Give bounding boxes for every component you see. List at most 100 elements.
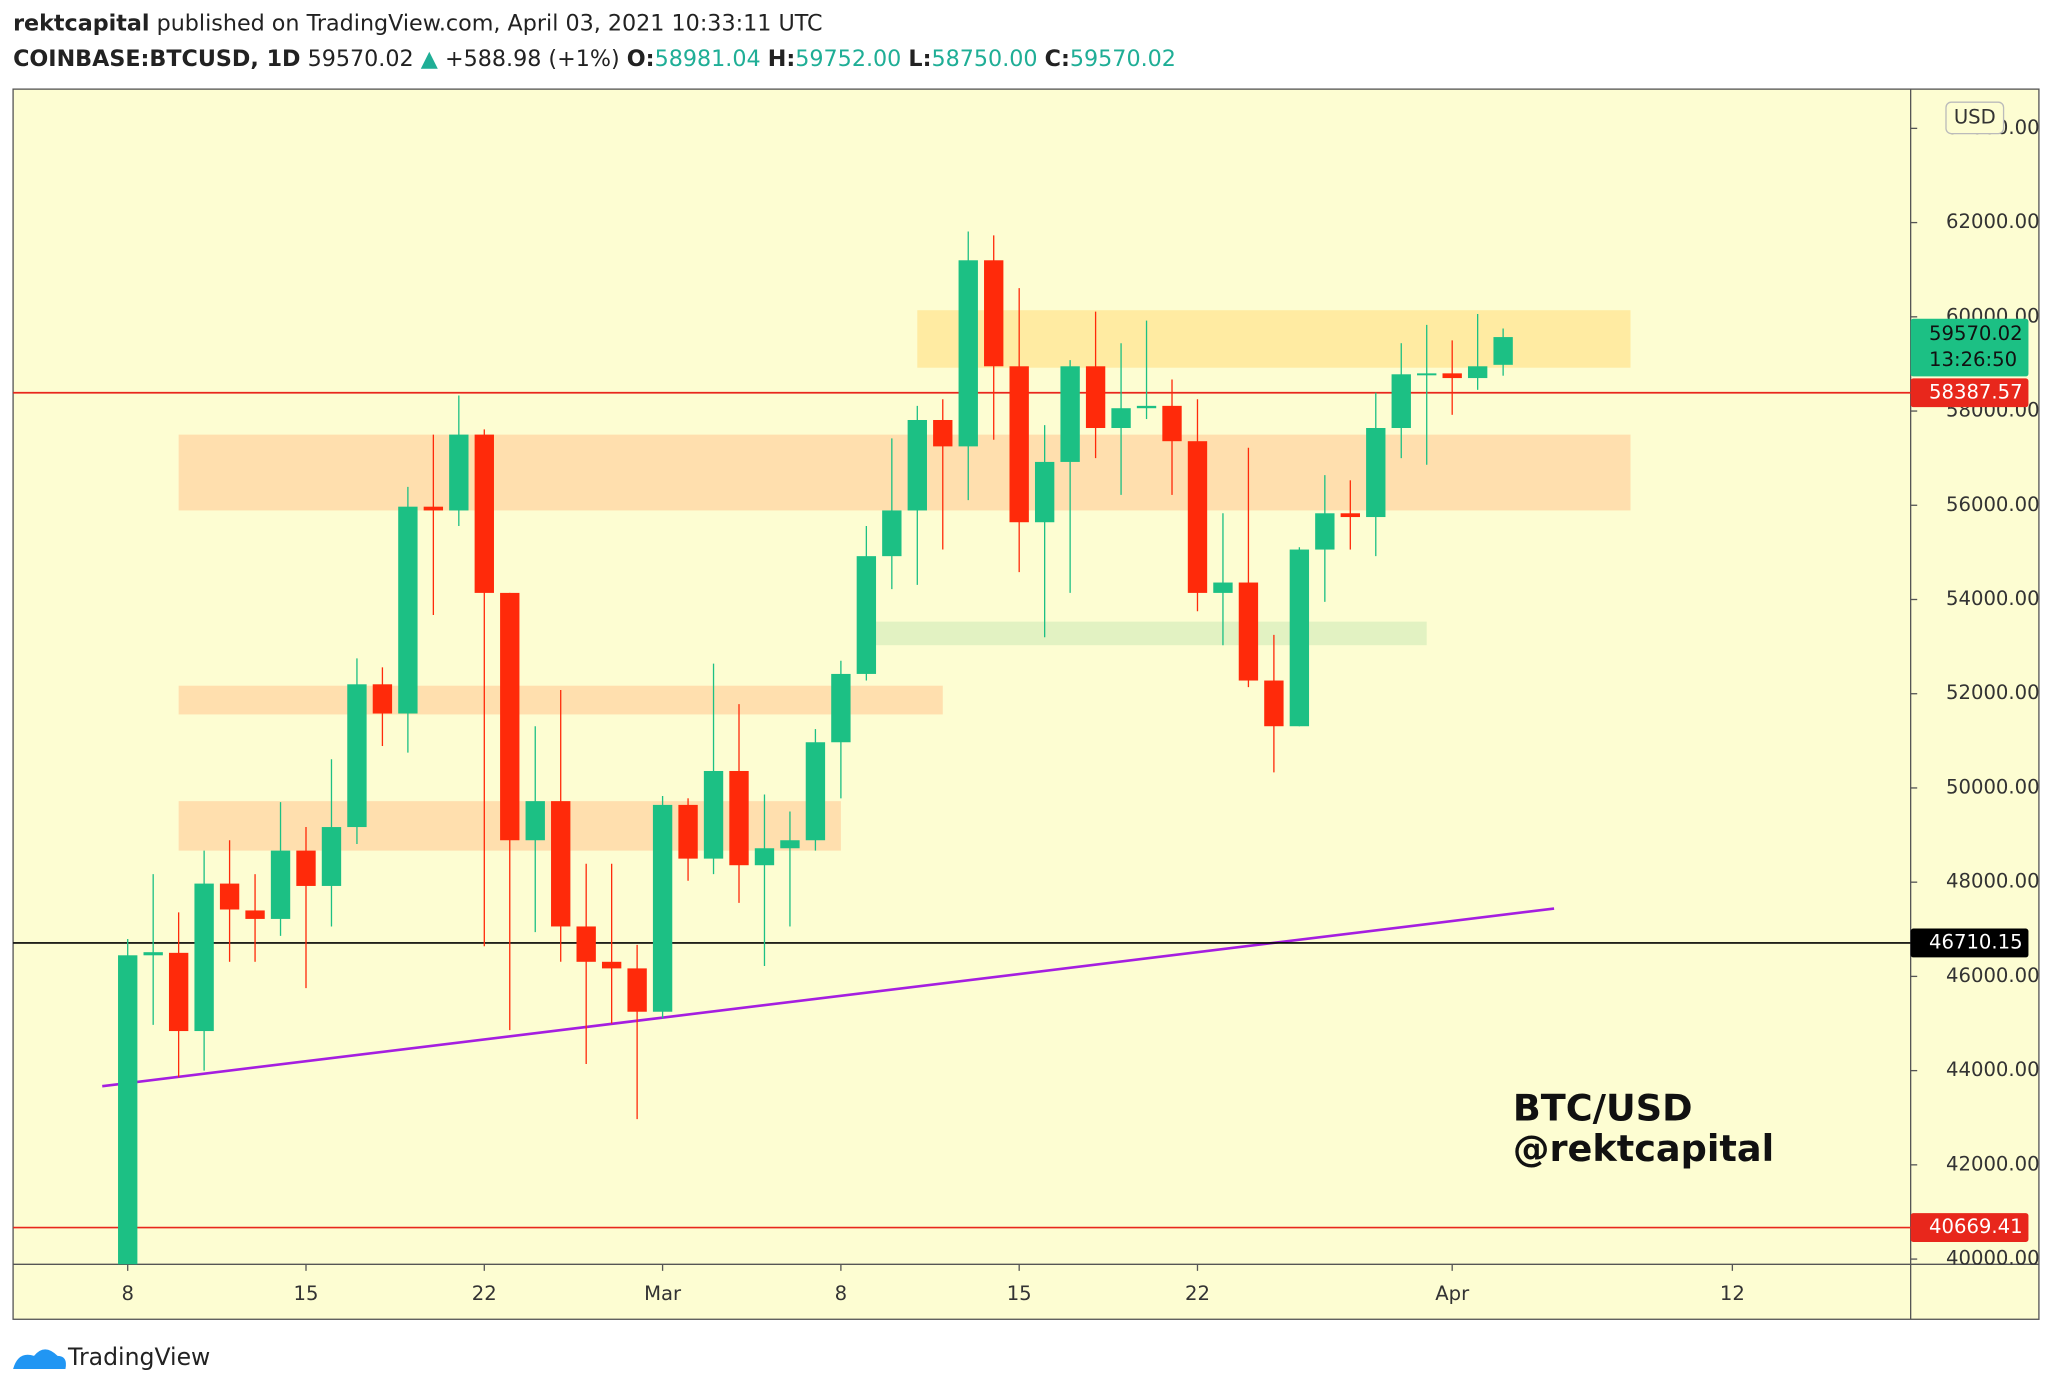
candle-body [601, 961, 622, 969]
x-tick-label: 15 [1007, 1282, 1032, 1305]
candle-body [194, 883, 214, 1032]
last-price-bg [1910, 318, 2029, 377]
c-label: C: [1045, 46, 1070, 72]
l-value: 58750.00 [931, 46, 1037, 72]
candle-body [576, 926, 596, 962]
axes: 40000.00 42000.00 44000.00 46000.00 48000.00… [121, 116, 2039, 1305]
candle-body [780, 840, 800, 849]
y-tick-label: 40000.00 [1946, 1247, 2040, 1270]
header-line: rektcapital published on TradingView.com… [13, 10, 822, 36]
candle-body [1442, 373, 1462, 379]
candle-body [321, 827, 342, 886]
hline-label-bg [1910, 1213, 2029, 1242]
hline-label: 58387.57 [1929, 380, 2023, 403]
h-label: H: [768, 46, 796, 72]
trendline [102, 907, 1555, 1088]
logo: TradingView [13, 1343, 210, 1371]
x-tick-label: Apr [1435, 1282, 1470, 1305]
y-tick-label: 62000.00 [1946, 210, 2040, 233]
annotation: @rektcapital [1513, 1127, 1774, 1170]
x-tick-label: 12 [1720, 1282, 1745, 1305]
author: rektcapital [13, 10, 149, 36]
o-value: 58981.04 [655, 46, 761, 72]
candle-body [1238, 582, 1259, 681]
candle-body [1366, 428, 1386, 518]
x-tick-label: 15 [294, 1282, 319, 1305]
y-tick-label: 50000.00 [1946, 775, 2040, 798]
published: published on TradingView.com, April 03, … [157, 10, 823, 36]
x-tick-label: 8 [121, 1282, 134, 1305]
candle-body [347, 684, 367, 828]
logo-icon [13, 1349, 66, 1370]
candle-body [1136, 405, 1157, 409]
y-tick-label: 54000.00 [1946, 587, 2040, 610]
y-tick-label: 42000.00 [1946, 1152, 2040, 1175]
candle-body [525, 801, 545, 841]
x-tick-label: 22 [472, 1282, 497, 1305]
candle-body [1315, 513, 1335, 550]
hline-label: 40669.41 [1929, 1215, 2023, 1238]
plot [13, 231, 1911, 1265]
h-value: 59752.00 [795, 46, 901, 72]
candle-body [1060, 366, 1080, 462]
candle-body [856, 556, 877, 674]
last-price-label: 59570.02 [1929, 322, 2023, 345]
countdown: 13:26:50 [1929, 348, 2017, 371]
y-tick-label: 46000.00 [1946, 964, 2040, 987]
candle-body [1111, 408, 1131, 429]
candle-body [805, 742, 826, 841]
candle-body [652, 804, 673, 1012]
currency-button[interactable] [1945, 101, 2005, 135]
candle-body [500, 592, 520, 841]
symbol: COINBASE:BTCUSD, 1D [13, 46, 300, 72]
candle-body [1187, 441, 1208, 593]
candle-body [474, 434, 494, 593]
candle-body [831, 673, 851, 743]
candle-body [118, 955, 138, 1265]
candle-body [219, 883, 240, 910]
symbol-line: COINBASE:BTCUSD, 1D 59570.02 ▲ +588.98 (… [13, 46, 1176, 72]
y-tick-label: 52000.00 [1946, 681, 2040, 704]
candle-body [1493, 337, 1513, 365]
candle-body [1213, 582, 1233, 593]
candle-body [551, 801, 571, 927]
currency[interactable]: USD [1954, 105, 1996, 128]
l-label: L: [908, 46, 931, 72]
candle-body [270, 850, 291, 919]
brand: TradingView [67, 1343, 210, 1371]
candle-body [729, 770, 749, 866]
x-tick-label: Mar [644, 1282, 682, 1305]
x-tick-label: 8 [835, 1282, 848, 1305]
candle-body [1391, 374, 1411, 429]
arrow: ▲ [421, 46, 439, 72]
hline-label-bg [1910, 928, 2029, 958]
change: +588.98 (+1%) [445, 46, 620, 72]
candle-body [1417, 373, 1437, 376]
candle-body [1289, 549, 1310, 727]
candle-body [1009, 366, 1029, 523]
candle-body [1085, 366, 1106, 429]
candle-body [1340, 513, 1360, 518]
candle-body [984, 260, 1004, 367]
y-tick-label: 48000.00 [1946, 870, 2040, 893]
last: 59570.02 [308, 46, 414, 72]
zone [178, 434, 1631, 511]
candle-body [703, 770, 724, 859]
candle-body [1467, 366, 1488, 379]
candle-body [678, 804, 698, 859]
zone [917, 310, 1631, 368]
y-tick-label: 44000.00 [1946, 1058, 2040, 1081]
candle-body [754, 848, 775, 866]
candle-body [143, 952, 163, 956]
candle-body [398, 506, 418, 714]
candle-body [245, 910, 265, 919]
hline-label-bg [1910, 378, 2029, 408]
y-tick-label: 56000.00 [1946, 493, 2040, 516]
candle-body [423, 506, 444, 511]
x-tick-label: 22 [1185, 1282, 1210, 1305]
candle-body [882, 510, 902, 557]
candle-body [1264, 680, 1284, 727]
candle-body [933, 419, 953, 447]
candle-body [958, 260, 978, 447]
